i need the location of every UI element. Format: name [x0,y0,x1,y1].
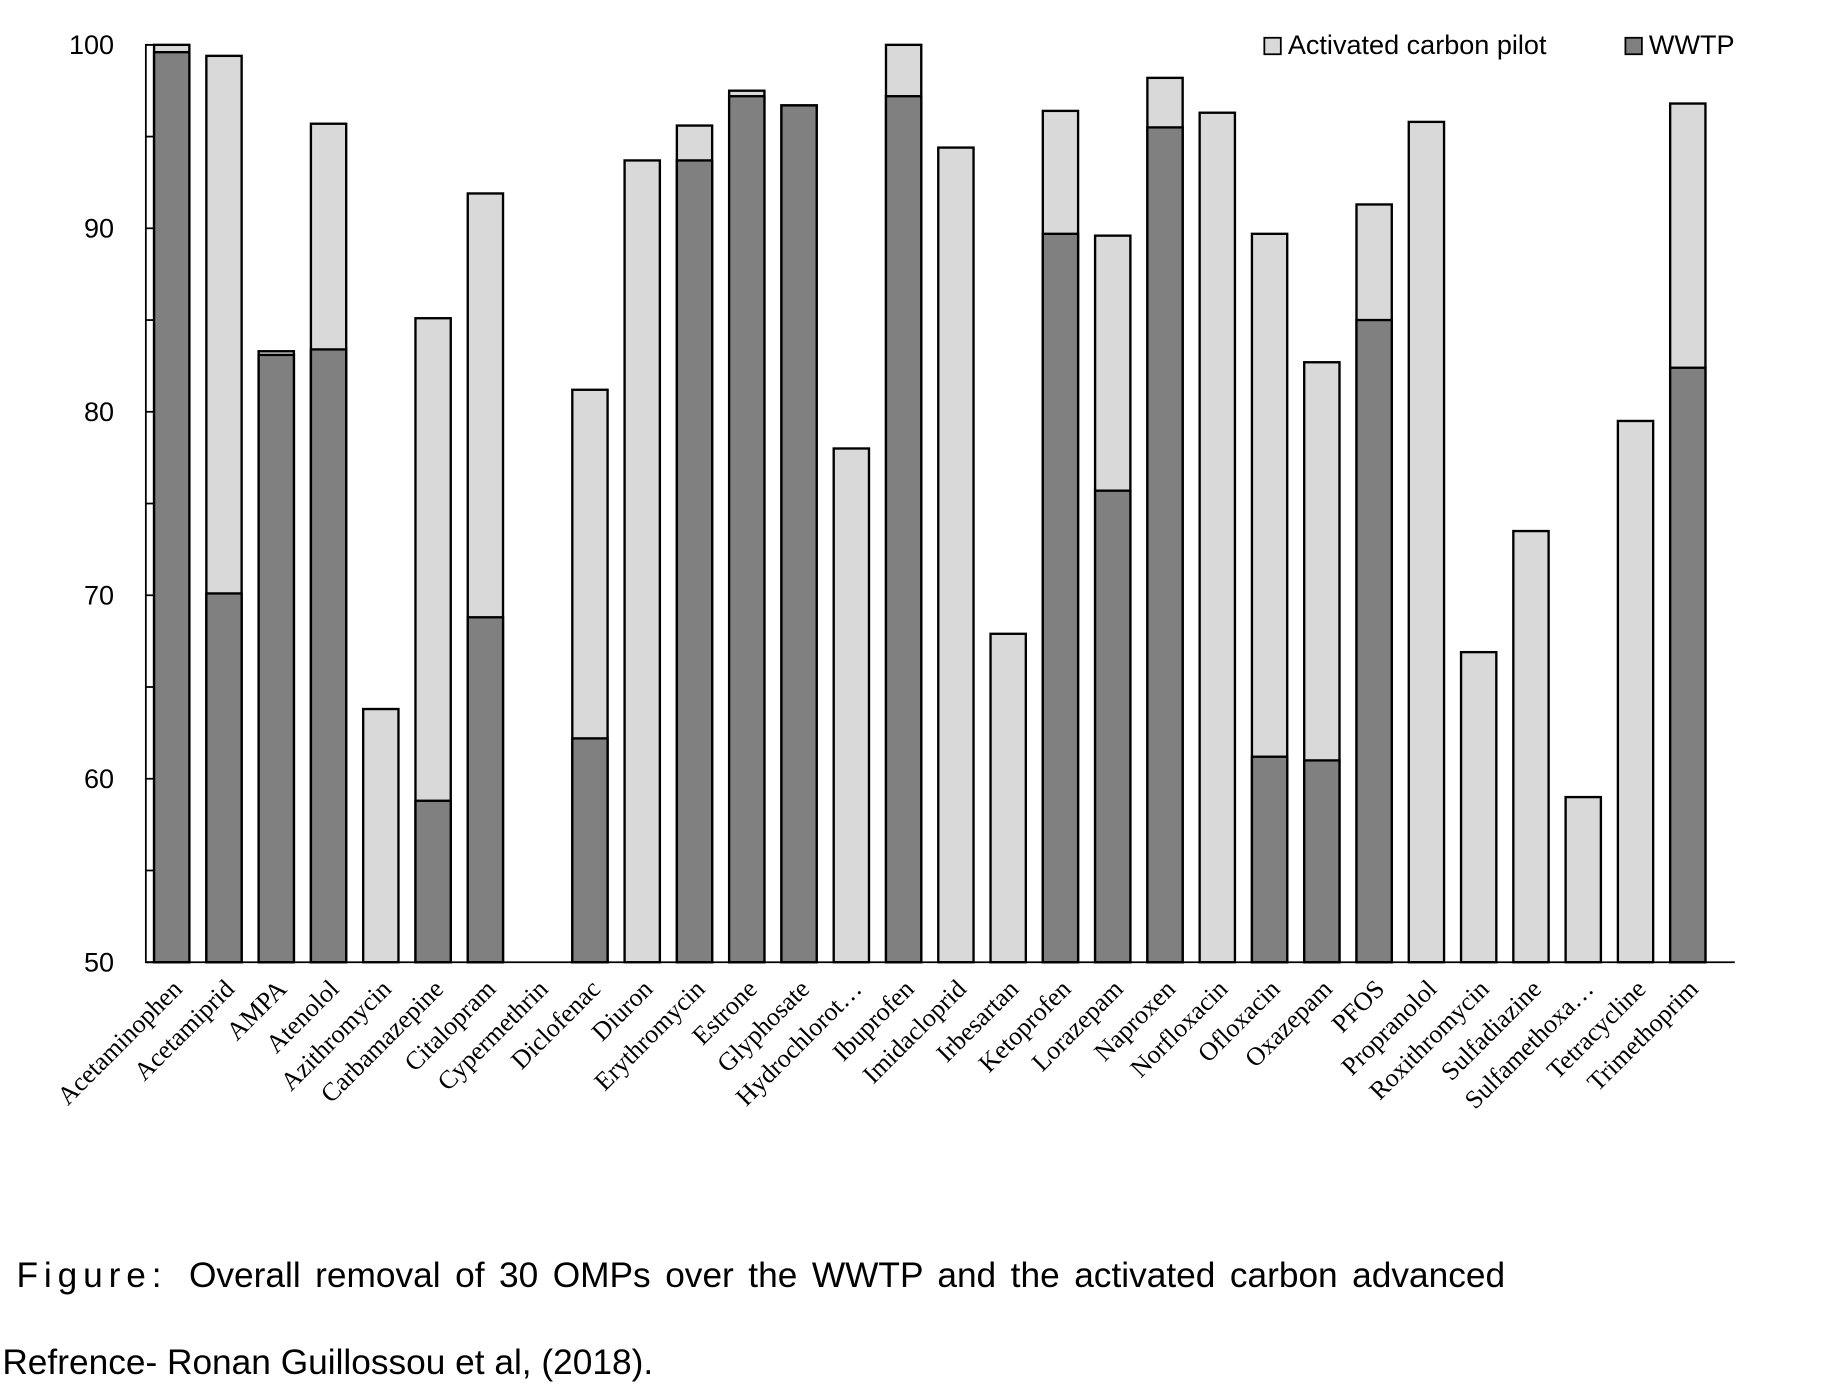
bar-activated-carbon-pilot [362,707,400,964]
bar-wwtp [205,592,243,964]
bar-activated-carbon-pilot [1407,120,1446,964]
caption-figure-prefix: Figure: [16,1256,167,1295]
bar-wwtp [884,95,923,964]
y-axis: 100 90 80 70 60 50 [69,30,1735,978]
bar-wwtp [1146,126,1184,964]
bar-wwtp [571,737,609,964]
legend-label-pilot: Activated carbon pilot [1288,30,1547,60]
legend-swatch-pilot [1263,36,1282,56]
svg-text:Figure: Overall removal: Figure: Overall removal of 30 OMPs over … [16,1256,1505,1295]
bar-wwtp [152,50,191,964]
bar-wwtp [1668,366,1707,964]
y-tick-label: 90 [84,214,114,244]
bar-activated-carbon-pilot [1459,650,1498,964]
legend-label-wwtp: WWTP [1649,30,1735,60]
caption: Figure: Overall removal of 30 OMPs over … [2,1256,1505,1382]
y-tick-label: 70 [84,581,114,611]
bar-wwtp [257,353,296,964]
y-tick-label: 100 [69,30,114,60]
caption-line1: Overall removal of 30 OMPs over the WWTP… [189,1256,1505,1295]
legend-swatch-wwtp [1624,36,1643,56]
bar-activated-carbon-pilot [1564,795,1603,964]
y-tick-label: 60 [84,764,114,794]
bars [152,43,1707,964]
bar-wwtp [309,348,348,964]
y-tick-label: 50 [84,948,114,978]
bar-wwtp [675,159,714,964]
bar-activated-carbon-pilot [832,447,871,964]
bar-wwtp [466,616,505,964]
bar-wwtp [1250,755,1289,964]
bar-wwtp [1093,489,1132,964]
y-tick-label: 80 [84,397,114,427]
bar-wwtp [780,104,818,964]
bar-wwtp [1041,232,1080,964]
bar-wwtp [414,799,452,964]
bar-wwtp [727,95,766,964]
bar-activated-carbon-pilot [989,632,1027,964]
x-axis-labels: AcetaminophenAcetamipridAMPAAtenololAzit… [51,974,1703,1115]
bar-activated-carbon-pilot [1616,419,1655,964]
bar-activated-carbon-pilot [1512,529,1550,964]
bar-wwtp [1355,318,1393,964]
bar-activated-carbon-pilot [937,146,975,964]
bar-activated-carbon-pilot [623,159,662,964]
bar-wwtp [1303,759,1341,964]
bar-activated-carbon-pilot [1198,111,1237,964]
caption-line2: Refrence- Ronan Guillossou et al, (2018)… [2,1343,653,1382]
legend: Activated carbon pilot WWTP [1263,30,1735,60]
